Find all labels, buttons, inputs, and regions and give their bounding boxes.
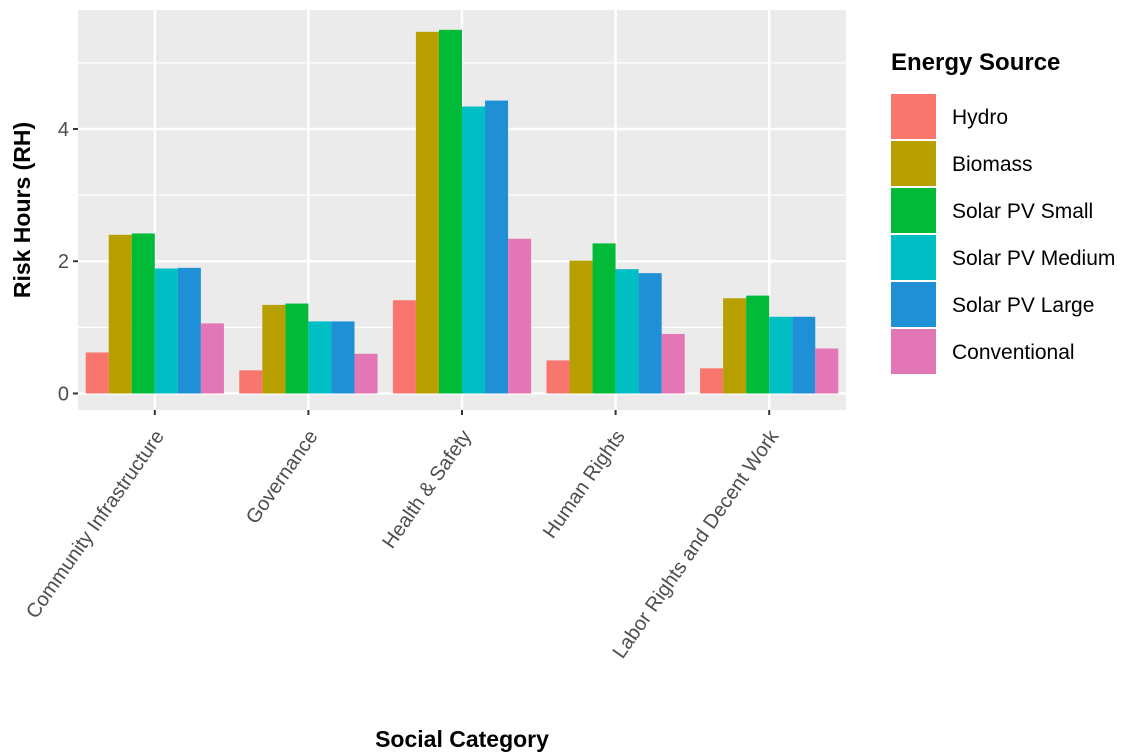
- bar: [462, 106, 486, 394]
- y-tick-label: 4: [58, 119, 69, 141]
- x-tick-label: Health & Safety: [378, 426, 476, 552]
- bar: [438, 29, 462, 394]
- bar: [262, 304, 286, 394]
- bar: [239, 370, 263, 394]
- bar: [769, 316, 793, 394]
- legend-key: [891, 235, 936, 280]
- bar: [638, 273, 662, 394]
- bar: [108, 234, 132, 394]
- bar: [746, 295, 770, 394]
- x-axis: Community Infrastructure Governance Health…: [22, 410, 784, 663]
- legend-label: Conventional: [952, 341, 1075, 364]
- bars: [85, 29, 839, 394]
- bar: [569, 260, 593, 394]
- bar: [546, 360, 570, 394]
- bar: [485, 100, 509, 394]
- legend-key: [891, 94, 936, 139]
- bar: [661, 333, 685, 394]
- bar: [308, 321, 332, 394]
- legend-label: Solar PV Small: [952, 200, 1093, 223]
- legend-key: [891, 188, 936, 233]
- x-tick-label: Community Infrastructure: [22, 426, 169, 623]
- x-tick-label: Human Rights: [539, 426, 630, 542]
- bar: [508, 238, 532, 394]
- bar: [592, 243, 616, 394]
- legend-key: [891, 282, 936, 327]
- legend-key: [891, 329, 936, 374]
- bar: [154, 268, 178, 394]
- bar: [200, 323, 224, 394]
- bar: [415, 31, 439, 394]
- bar: [285, 303, 309, 394]
- legend: Energy Source Hydro Biomass Solar PV Small…: [891, 49, 1115, 374]
- legend-label: Solar PV Medium: [952, 247, 1115, 270]
- bar: [331, 321, 355, 394]
- legend-key: [891, 141, 936, 186]
- y-tick-label: 2: [58, 251, 69, 273]
- bar: [392, 300, 416, 394]
- bar: [615, 269, 639, 394]
- legend-label: Solar PV Large: [952, 294, 1094, 317]
- y-axis: 0 2 4: [58, 119, 78, 405]
- bar: [131, 233, 155, 394]
- bar: [700, 368, 724, 394]
- x-tick-label: Labor Rights and Decent Work: [609, 425, 784, 662]
- y-axis-title: Risk Hours (RH): [9, 122, 35, 298]
- legend-title: Energy Source: [891, 49, 1060, 76]
- bar: [85, 352, 109, 394]
- bar: [815, 348, 839, 394]
- legend-label: Hydro: [952, 106, 1008, 129]
- x-tick-label: Governance: [242, 426, 323, 528]
- bar: [792, 316, 816, 394]
- bar: [354, 353, 378, 394]
- bar: [177, 267, 201, 394]
- legend-label: Biomass: [952, 153, 1033, 176]
- x-axis-title: Social Category: [375, 726, 549, 752]
- bar: [723, 298, 747, 394]
- y-tick-label: 0: [58, 383, 69, 405]
